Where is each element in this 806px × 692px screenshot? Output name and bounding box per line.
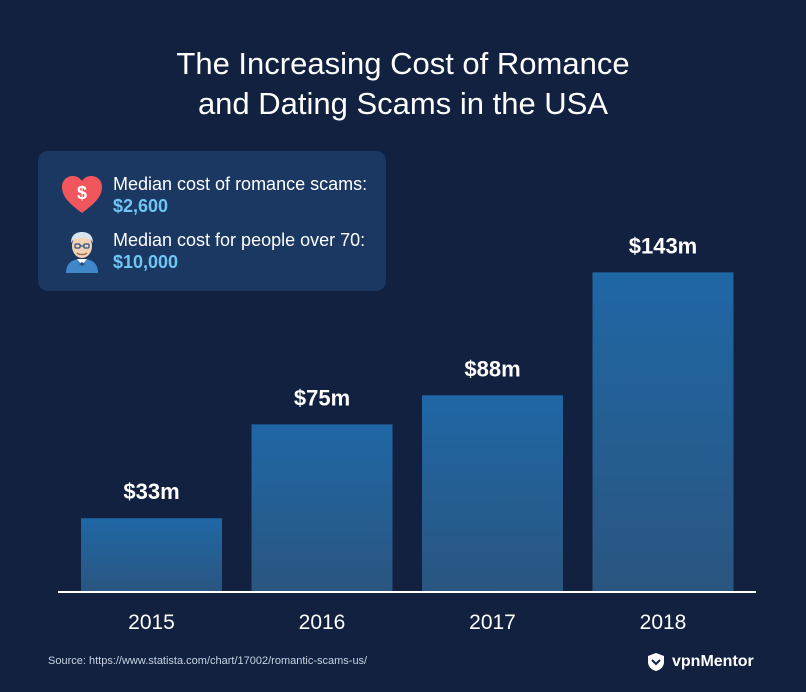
- info-label-1: Median cost of romance scams:: [113, 174, 368, 194]
- bar-2016: [251, 424, 393, 592]
- info-box: $ Median cost of romance scams: $2,600 M…: [38, 151, 386, 291]
- heart-dollar-icon: $: [62, 176, 102, 213]
- x-tick-label-2018: 2018: [640, 611, 687, 634]
- data-label-2015: $33m: [123, 479, 179, 504]
- title-line-2: and Dating Scams in the USA: [197, 86, 609, 121]
- info-value-2: $10,000: [113, 252, 179, 272]
- x-tick-label-2017: 2017: [469, 611, 516, 634]
- vpnmentor-logo-icon: [648, 653, 664, 671]
- svg-text:$: $: [77, 183, 87, 203]
- x-tick-label-2015: 2015: [128, 611, 175, 634]
- data-label-2018: $143m: [629, 233, 698, 258]
- elderly-person-icon: [66, 232, 98, 273]
- title-line-1: The Increasing Cost of Romance: [176, 46, 630, 81]
- brand-name: vpnMentor: [672, 653, 754, 670]
- info-value-1: $2,600: [113, 196, 169, 216]
- chart-title: The Increasing Cost of Romance and Datin…: [0, 44, 806, 124]
- source-citation: Source: https://www.statista.com/chart/1…: [48, 655, 368, 667]
- data-label-2017: $88m: [464, 356, 520, 381]
- bar-2015: [81, 518, 222, 592]
- brand-logo: vpnMentor: [646, 651, 754, 673]
- data-label-2016: $75m: [294, 385, 350, 410]
- bar-2018: [592, 272, 734, 592]
- info-label-2: Median cost for people over 70:: [113, 230, 366, 250]
- bar-2017: [422, 395, 563, 592]
- x-tick-label-2016: 2016: [299, 611, 346, 634]
